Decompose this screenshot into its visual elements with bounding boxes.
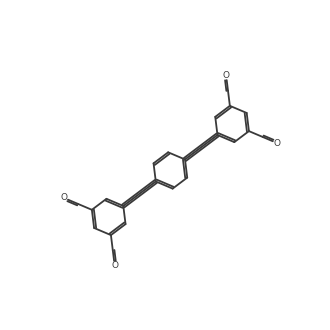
Text: O: O: [60, 193, 67, 202]
Text: O: O: [223, 71, 230, 80]
Text: O: O: [274, 139, 280, 148]
Text: O: O: [111, 261, 118, 270]
